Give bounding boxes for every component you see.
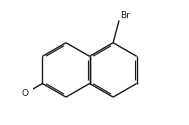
Text: O: O [21,89,28,98]
Text: Br: Br [120,11,130,20]
